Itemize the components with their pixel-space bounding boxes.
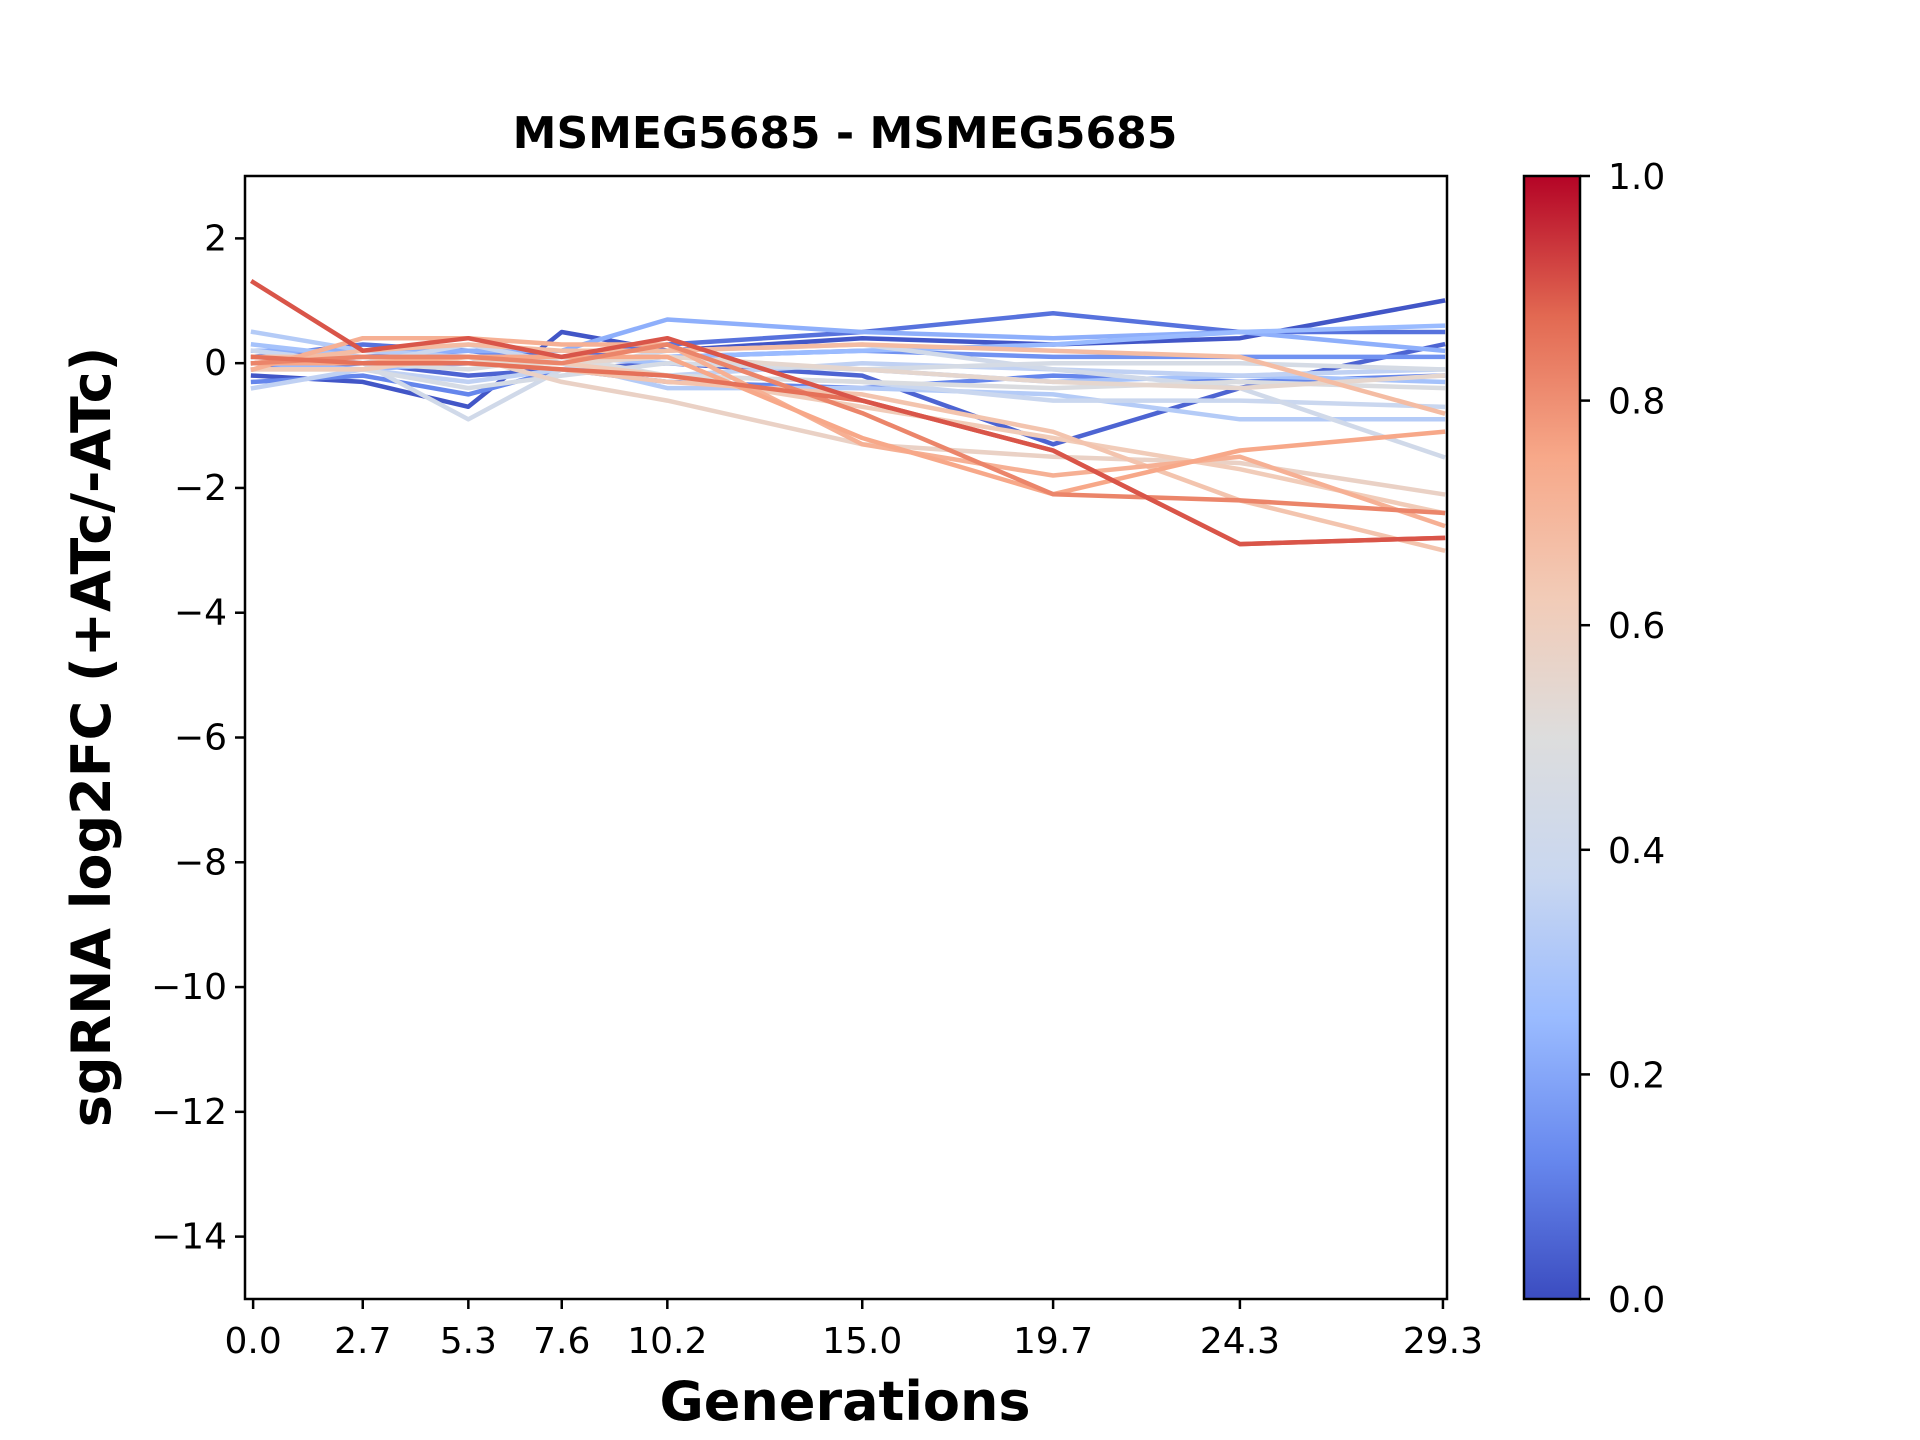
chart-title: MSMEG5685 - MSMEG5685 xyxy=(513,108,1178,159)
series-line-24 xyxy=(249,278,1446,547)
y-tick-label: −14 xyxy=(151,1217,227,1258)
y-tick-label: −2 xyxy=(174,468,227,509)
x-tick-label: 24.3 xyxy=(1200,1321,1280,1362)
colorbar-tick-label: 0.2 xyxy=(1608,1055,1665,1096)
y-tick-label: −12 xyxy=(151,1092,227,1133)
colorbar-tick-label: 0.0 xyxy=(1608,1280,1665,1321)
y-tick-label: −6 xyxy=(174,718,227,759)
x-tick-label: 0.0 xyxy=(224,1321,281,1362)
colorbar-tick-label: 1.0 xyxy=(1608,157,1665,198)
y-axis-label: sgRNA log2FC (+ATc/-ATc) xyxy=(60,347,123,1128)
colorbar-tick-label: 0.4 xyxy=(1608,831,1665,872)
x-tick-label: 29.3 xyxy=(1403,1321,1483,1362)
x-tick-label: 5.3 xyxy=(440,1321,497,1362)
x-tick-label: 10.2 xyxy=(627,1321,707,1362)
x-axis-label: Generations xyxy=(659,1370,1030,1433)
series-line-22 xyxy=(250,342,1446,516)
x-tick-label: 19.7 xyxy=(1013,1321,1093,1362)
y-tick-label: −4 xyxy=(174,593,227,634)
colorbar-tick-label: 0.6 xyxy=(1608,606,1665,647)
colorbar-axis: 1.0 0.8 0.6 0.4 0.2 0.0 xyxy=(1580,157,1665,1321)
y-tick-label: −8 xyxy=(174,842,227,883)
x-tick-label: 15.0 xyxy=(822,1321,902,1362)
colorbar xyxy=(1522,174,1582,1301)
y-tick-label: −10 xyxy=(151,967,227,1008)
x-axis: 0.0 2.7 5.3 7.6 10.2 15.0 19.7 24.3 29.3 xyxy=(224,1299,1483,1362)
x-tick-label: 2.7 xyxy=(334,1321,391,1362)
y-axis: 2 0 −2 −4 −6 −8 −10 −12 −14 xyxy=(151,218,245,1258)
x-tick-label: 7.6 xyxy=(533,1321,590,1362)
y-tick-label: 2 xyxy=(204,218,227,259)
series-line-13 xyxy=(250,360,1446,391)
y-tick-label: 0 xyxy=(204,343,227,384)
series-layer xyxy=(249,278,1446,554)
series-line-9 xyxy=(250,329,1446,422)
colorbar-tick-label: 0.8 xyxy=(1608,382,1665,423)
